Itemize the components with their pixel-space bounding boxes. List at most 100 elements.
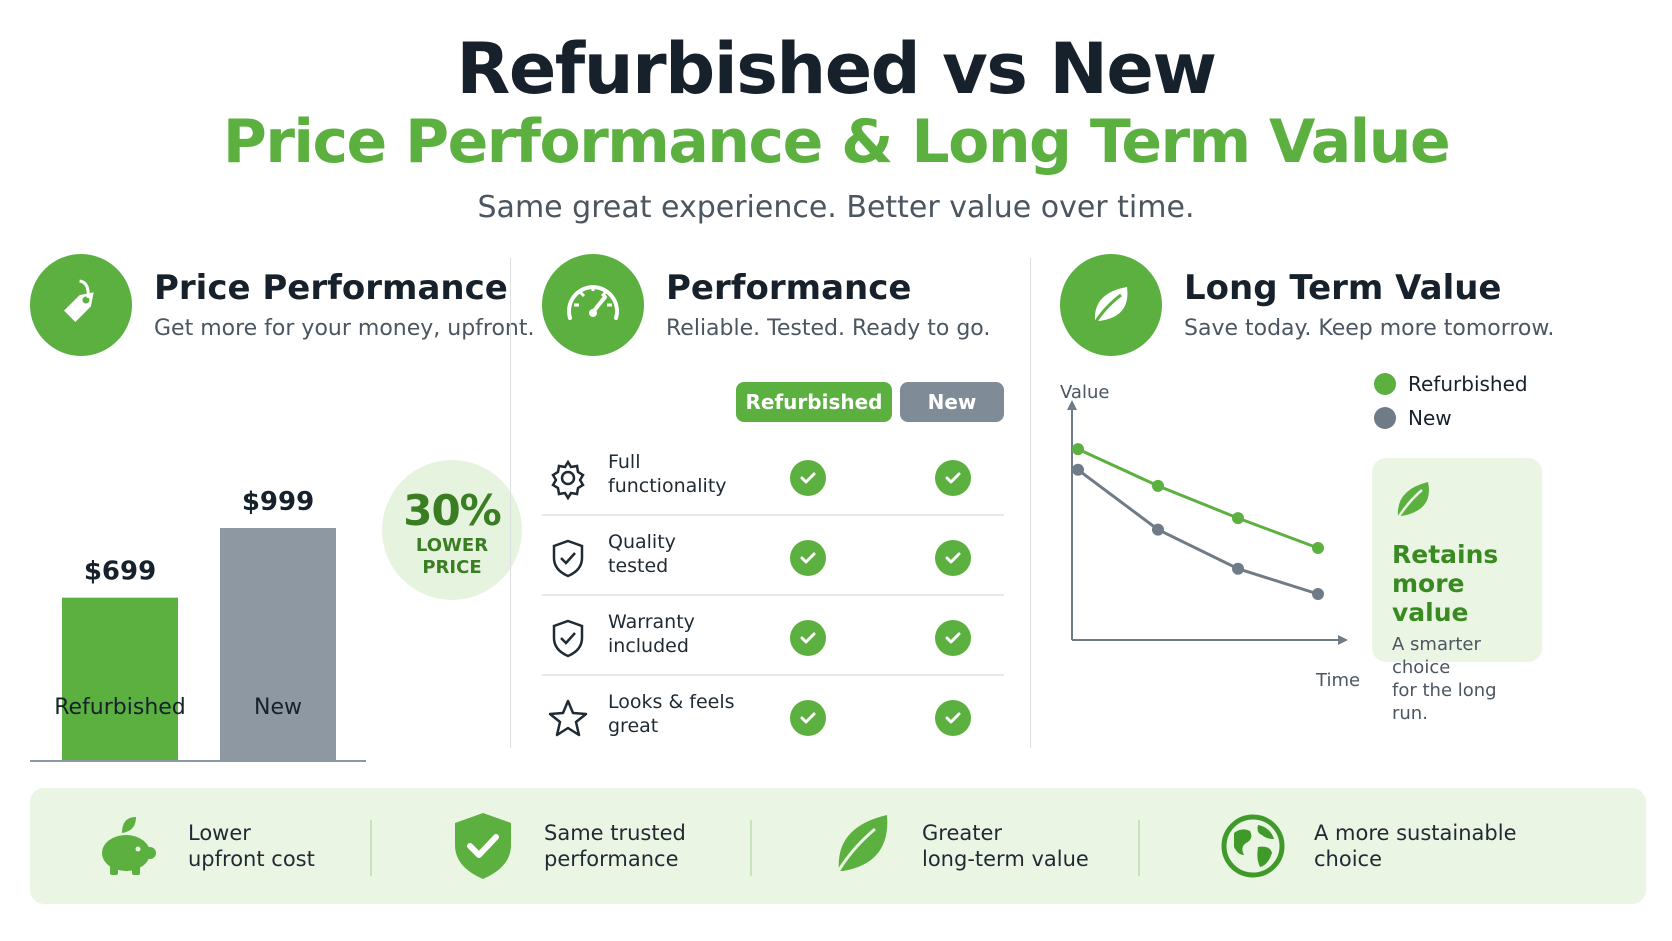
x-axis-arrow [1338, 635, 1348, 645]
x-axis-label: Time [1316, 670, 1361, 691]
column-divider [510, 258, 511, 748]
footer-divider [370, 820, 372, 876]
row-label-line-2: functionality [608, 475, 727, 497]
leaf-icon [1396, 482, 1429, 519]
shield-check-icon [546, 536, 590, 580]
retains-title-line-2: more value [1392, 569, 1469, 627]
piggy-bank-icon [92, 811, 162, 881]
shield-check-icon [448, 811, 518, 881]
leaf-icon [1060, 254, 1162, 356]
bar-label-new: New [254, 695, 302, 720]
series-point-new [1312, 588, 1324, 600]
price-bar [220, 528, 336, 760]
y-axis-label: Value [1060, 382, 1110, 403]
row-label: Quality tested [608, 530, 758, 578]
legend-item-refurbished: Refurbished [1374, 372, 1528, 396]
page-tagline: Same great experience. Better value over… [477, 190, 1195, 225]
gear-icon [546, 456, 590, 501]
benefit-text: Greater long-term value [922, 820, 1089, 872]
table-row: Looks & feels great [542, 676, 1004, 756]
check-icon [790, 460, 826, 496]
legend-dot-refurbished [1374, 373, 1396, 395]
speedometer-icon [542, 254, 644, 356]
footer-divider [750, 820, 752, 876]
benefit-line-2: choice [1314, 847, 1383, 871]
performance-section: Performance Reliable. Tested. Ready to g… [542, 250, 1042, 750]
check-icon [935, 700, 971, 736]
series-point-refurbished [1072, 443, 1084, 456]
y-axis-arrow [1067, 400, 1077, 410]
row-label: Full functionality [608, 450, 758, 498]
column-divider [1030, 258, 1031, 748]
table-row: Quality tested [542, 516, 1004, 596]
benefit-text: A more sustainable choice [1314, 820, 1517, 872]
performance-section-title: Performance [666, 268, 912, 308]
row-label-line-2: tested [608, 555, 669, 577]
globe-icon [1218, 811, 1288, 881]
price-section: Price Performance Get more for your mone… [30, 250, 540, 762]
value-line-svg [1067, 400, 1348, 645]
price-section-header: Price Performance Get more for your mone… [30, 250, 540, 360]
benefits-footer: Lower upfront cost Same trusted performa… [30, 788, 1646, 904]
comparison-table: Full functionality Quality tested [542, 436, 1004, 756]
performance-section-header: Performance Reliable. Tested. Ready to g… [542, 250, 1042, 360]
badge-percent: 30% [403, 486, 502, 535]
legend-label-refurbished: Refurbished [1408, 372, 1528, 396]
benefit-line-1: Greater [922, 821, 1003, 845]
benefit-text: Same trusted performance [544, 820, 686, 872]
footer-divider [1138, 820, 1140, 876]
benefit-item: Same trusted performance [448, 788, 686, 904]
row-label: Looks & feels great [608, 690, 758, 738]
check-icon [935, 620, 971, 656]
series-point-refurbished [1232, 512, 1244, 525]
price-section-title: Price Performance [154, 268, 508, 308]
price-bar-chart: $699 $999 [30, 370, 390, 762]
bar-label-refurbished: Refurbished [54, 695, 186, 720]
legend-dot-new [1374, 407, 1396, 429]
benefit-text: Lower upfront cost [188, 820, 315, 872]
check-icon [935, 540, 971, 576]
benefit-line-1: Same trusted [544, 821, 686, 845]
retains-subtitle: A smarter choice for the long run. [1392, 633, 1522, 725]
benefit-line-1: A more sustainable [1314, 821, 1517, 845]
badge-line-1: LOWER [415, 535, 489, 556]
series-point-new [1152, 523, 1164, 536]
row-label-line-2: included [608, 635, 689, 657]
series-point-new [1072, 463, 1084, 476]
series-point-refurbished [1312, 542, 1324, 554]
shield-check-icon [546, 616, 590, 660]
price-bar [62, 597, 178, 760]
retains-title: Retains more value [1392, 540, 1522, 627]
retains-subtitle-line-2: for the long run. [1392, 680, 1497, 724]
price-tag-icon [30, 254, 132, 356]
benefit-line-2: long-term value [922, 847, 1089, 871]
row-label-line-1: Quality [608, 531, 676, 553]
retains-value-card: Retains more value A smarter choice for … [1372, 458, 1542, 724]
check-icon [790, 620, 826, 656]
retains-subtitle-line-1: A smarter choice [1392, 634, 1481, 678]
benefit-line-2: performance [544, 847, 679, 871]
check-icon [935, 460, 971, 496]
price-bar-value-label: $699 [84, 557, 156, 587]
price-bar-value-label: $999 [242, 487, 314, 517]
price-bar-svg: $699 $999 [30, 487, 366, 762]
row-label: Warranty included [608, 610, 758, 658]
lower-price-badge: 30% LOWER PRICE [382, 460, 522, 600]
legend-label-new: New [1408, 406, 1452, 430]
star-icon [546, 696, 590, 740]
series-line-new [1077, 468, 1319, 596]
value-section: Long Term Value Save today. Keep more to… [1060, 250, 1560, 750]
page-title: Refurbished vs New [456, 28, 1217, 110]
price-section-subtitle: Get more for your money, upfront. [154, 316, 535, 341]
check-icon [790, 540, 826, 576]
page-subtitle: Price Performance & Long Term Value [222, 107, 1451, 177]
benefit-line-2: upfront cost [188, 847, 315, 871]
retains-title-line-1: Retains [1392, 540, 1499, 569]
value-section-title: Long Term Value [1184, 268, 1502, 308]
row-label-line-1: Warranty [608, 611, 695, 633]
benefit-item: A more sustainable choice [1218, 788, 1517, 904]
benefit-item: Lower upfront cost [92, 788, 315, 904]
column-header-refurbished: Refurbished [736, 382, 892, 422]
row-label-line-2: great [608, 715, 659, 737]
series-line-refurbished [1077, 447, 1319, 550]
